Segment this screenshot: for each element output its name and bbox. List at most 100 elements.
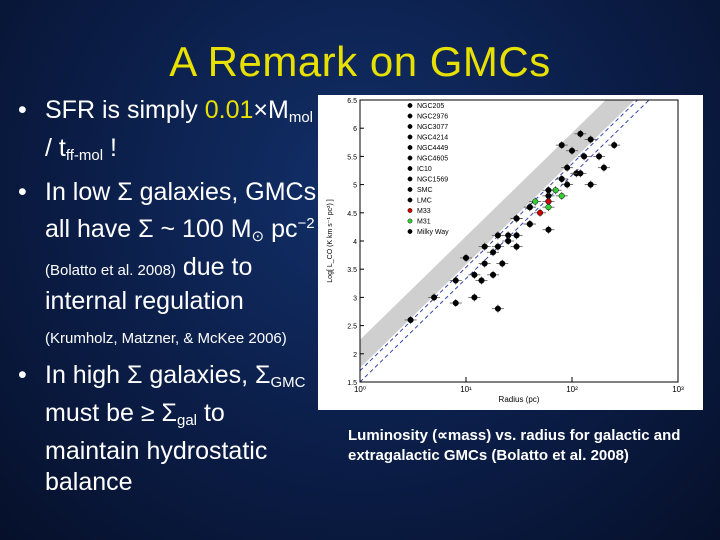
data-point-milky-way bbox=[513, 215, 520, 222]
over-t: / t bbox=[45, 134, 66, 162]
data-point-ngc4214 bbox=[564, 181, 571, 188]
legend-label-3: NGC4214 bbox=[417, 135, 448, 142]
y-tick-label-1: 2 bbox=[353, 352, 357, 359]
bullet-glyph: • bbox=[18, 178, 27, 206]
y-axis-label: Log[ L_CO (K km s⁻¹ pc²) ] bbox=[327, 199, 334, 282]
data-point-milky-way bbox=[494, 232, 501, 239]
x-tick-label-0: 10⁰ bbox=[354, 385, 366, 394]
ff-mol-subscript: ff-mol bbox=[65, 147, 104, 164]
sfr-coefficient: 0.01 bbox=[204, 96, 254, 124]
data-point-ngc3077 bbox=[581, 153, 588, 160]
y-tick-label-0: 1.5 bbox=[347, 380, 357, 387]
legend-marker-6 bbox=[407, 166, 413, 171]
y-tick-label-8: 5.5 bbox=[347, 154, 357, 161]
legend-marker-12 bbox=[407, 229, 413, 234]
bullet-glyph: • bbox=[18, 361, 27, 389]
legend-label-0: NGC205 bbox=[417, 103, 444, 110]
legend-marker-7 bbox=[407, 176, 413, 182]
data-point-ngc3077 bbox=[564, 164, 571, 171]
legend-label-1: NGC2976 bbox=[417, 114, 448, 121]
legend-marker-2 bbox=[407, 124, 413, 129]
data-point-smc bbox=[478, 277, 485, 284]
data-point-milky-way bbox=[545, 187, 552, 194]
y-tick-label-4: 3.5 bbox=[347, 267, 357, 274]
data-point-ngc4605 bbox=[596, 153, 603, 160]
data-point-milky-way bbox=[481, 243, 488, 250]
data-point-ic10 bbox=[513, 243, 520, 250]
slide-title: A Remark on GMCs bbox=[169, 38, 551, 85]
x-axis-label: Radius (pc) bbox=[499, 395, 540, 404]
citation-bolatto: (Bolatto et al. 2008) bbox=[45, 262, 176, 279]
data-point-milky-way bbox=[431, 294, 438, 301]
legend-label-12: Milky Way bbox=[417, 229, 449, 236]
data-point-ngc4449 bbox=[587, 181, 594, 188]
data-point-ngc4449 bbox=[611, 142, 618, 149]
data-point-ngc4605 bbox=[577, 170, 584, 177]
data-point-milky-way bbox=[558, 175, 565, 183]
x-tick-label-2: 10² bbox=[566, 385, 578, 394]
data-point-ic10 bbox=[471, 271, 478, 278]
data-point-milky-way bbox=[526, 204, 533, 211]
gal-subscript: gal bbox=[177, 412, 198, 429]
legend-marker-1 bbox=[407, 113, 413, 119]
bullet-list: • SFR is simply 0.01×Mmol / tff-mol ! • … bbox=[18, 95, 318, 504]
bullet-sfr-text: SFR is simply bbox=[45, 96, 205, 124]
times-m: ×M bbox=[253, 96, 289, 124]
must-be: must be ≥ Σ bbox=[45, 399, 177, 427]
data-point-lmc bbox=[526, 221, 533, 228]
data-point-ic10 bbox=[490, 249, 497, 256]
x-tick-label-1: 10¹ bbox=[460, 385, 472, 394]
pc-unit: pc bbox=[264, 215, 298, 243]
y-tick-label-2: 2.5 bbox=[347, 324, 357, 331]
legend-marker-8 bbox=[407, 187, 413, 192]
data-point-milky-way bbox=[407, 316, 414, 324]
data-point-m31 bbox=[532, 198, 539, 205]
data-point-milky-way bbox=[462, 254, 470, 261]
data-point-lmc bbox=[505, 237, 512, 245]
legend-label-2: NGC3077 bbox=[417, 124, 448, 131]
legend-marker-0 bbox=[407, 103, 413, 108]
data-point-smc bbox=[452, 299, 459, 307]
legend-label-6: IC10 bbox=[417, 166, 432, 173]
legend-label-9: LMC bbox=[417, 198, 432, 205]
bullet-sfr: • SFR is simply 0.01×Mmol / tff-mol ! bbox=[18, 95, 318, 171]
bullet-high-sigma: • In high Σ galaxies, ΣGMC must be ≥ Σga… bbox=[18, 360, 318, 498]
data-point-m33 bbox=[537, 209, 544, 216]
internal-regulation: due to internal regulation bbox=[45, 253, 253, 315]
y-tick-label-9: 6 bbox=[353, 126, 357, 133]
y-tick-label-10: 6.5 bbox=[347, 98, 357, 105]
figure-caption: Luminosity (∝mass) vs. radius for galact… bbox=[348, 427, 681, 464]
low-sigma-text: In low Σ galaxies, GMCs all have Σ ~ 100… bbox=[45, 178, 317, 243]
legend-label-7: NGC1569 bbox=[417, 177, 448, 184]
data-point-m31 bbox=[558, 192, 565, 199]
bullet-glyph: • bbox=[18, 96, 27, 124]
data-point-ic10 bbox=[499, 260, 506, 267]
legend-label-10: M33 bbox=[417, 208, 431, 215]
gmc-scatter-plot: 1.5 2 2.5 3 3.5 4 4.5 5 5.5 6 6.5 10⁰ 10¹ 10² 10³ Radiu… bbox=[318, 95, 703, 410]
sun-symbol: ⊙ bbox=[251, 228, 265, 245]
legend-marker-5 bbox=[407, 155, 413, 161]
legend-label-11: M31 bbox=[417, 219, 431, 226]
bullet-low-sigma: • In low Σ galaxies, GMCs all have Σ ~ 1… bbox=[18, 177, 318, 354]
dashed-line-1 bbox=[360, 100, 650, 382]
legend-marker-4 bbox=[407, 145, 413, 150]
plot-frame bbox=[359, 99, 679, 383]
exclaim: ! bbox=[103, 134, 117, 162]
legend-label-8: SMC bbox=[417, 187, 433, 194]
legend-marker-10 bbox=[407, 208, 413, 213]
data-point-ngc4449 bbox=[600, 164, 607, 171]
legend-label-5: NGC4605 bbox=[417, 156, 448, 163]
x-tick-label-3: 10³ bbox=[672, 385, 684, 394]
data-point-lmc bbox=[513, 232, 520, 239]
data-point-ngc205 bbox=[558, 142, 565, 149]
data-point-smc bbox=[494, 305, 501, 312]
legend-marker-3 bbox=[407, 134, 413, 140]
data-point-ngc2976 bbox=[568, 147, 576, 154]
gmc-subscript: GMC bbox=[270, 374, 306, 391]
y-tick-label-7: 5 bbox=[353, 183, 357, 190]
citation-krumholz: (Krumholz, Matzner, & McKee 2006) bbox=[45, 330, 287, 347]
y-tick-label-5: 4 bbox=[353, 239, 357, 246]
data-point-ngc205 bbox=[577, 130, 584, 137]
mol-subscript: mol bbox=[288, 109, 314, 126]
high-sigma-text: In high Σ galaxies, Σ bbox=[45, 361, 271, 389]
